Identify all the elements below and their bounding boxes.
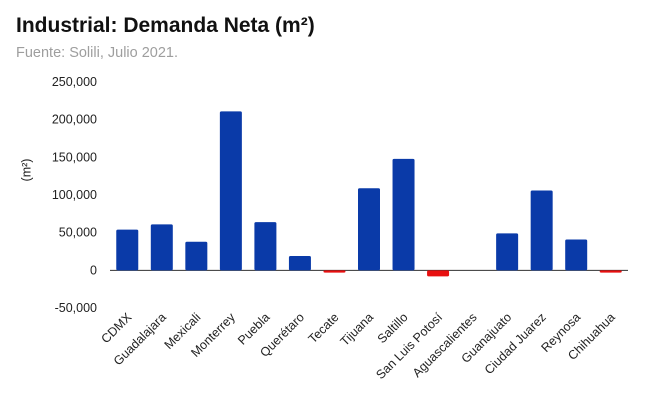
chart-title: Industrial: Demanda Neta (m²)	[16, 14, 315, 37]
bar	[150, 224, 173, 271]
y-axis-label: (m²)	[19, 159, 33, 182]
y-tick-label: 0	[90, 263, 97, 277]
bar	[427, 270, 450, 277]
y-axis-ticks: 250,000 200,000 150,000 100,000 50,000 0 -50,0…	[52, 75, 97, 315]
y-tick-label: 150,000	[52, 150, 97, 164]
y-tick-label: 250,000	[52, 75, 97, 89]
y-tick-label: 200,000	[52, 113, 97, 127]
bars	[116, 111, 622, 277]
bar	[254, 222, 277, 271]
bar	[599, 270, 622, 273]
bar	[530, 190, 553, 271]
bar	[496, 233, 519, 271]
bar	[565, 239, 588, 271]
bar	[358, 188, 380, 271]
x-axis-labels: CDMXGuadalajaraMexicaliMonterreyPueblaQu…	[98, 310, 617, 382]
bar	[185, 241, 208, 271]
x-tick-label: Tijuana	[338, 310, 377, 349]
y-tick-label: 50,000	[59, 226, 97, 240]
y-tick-label: -50,000	[55, 301, 97, 315]
bar	[288, 256, 311, 271]
bar	[392, 158, 415, 271]
bar	[219, 111, 242, 271]
x-tick-label: Tecate	[306, 310, 342, 346]
y-tick-label: 100,000	[52, 188, 97, 202]
chart-subtitle: Fuente: Solili, Julio 2021.	[16, 45, 179, 61]
bar	[116, 229, 139, 271]
bar	[323, 270, 346, 273]
